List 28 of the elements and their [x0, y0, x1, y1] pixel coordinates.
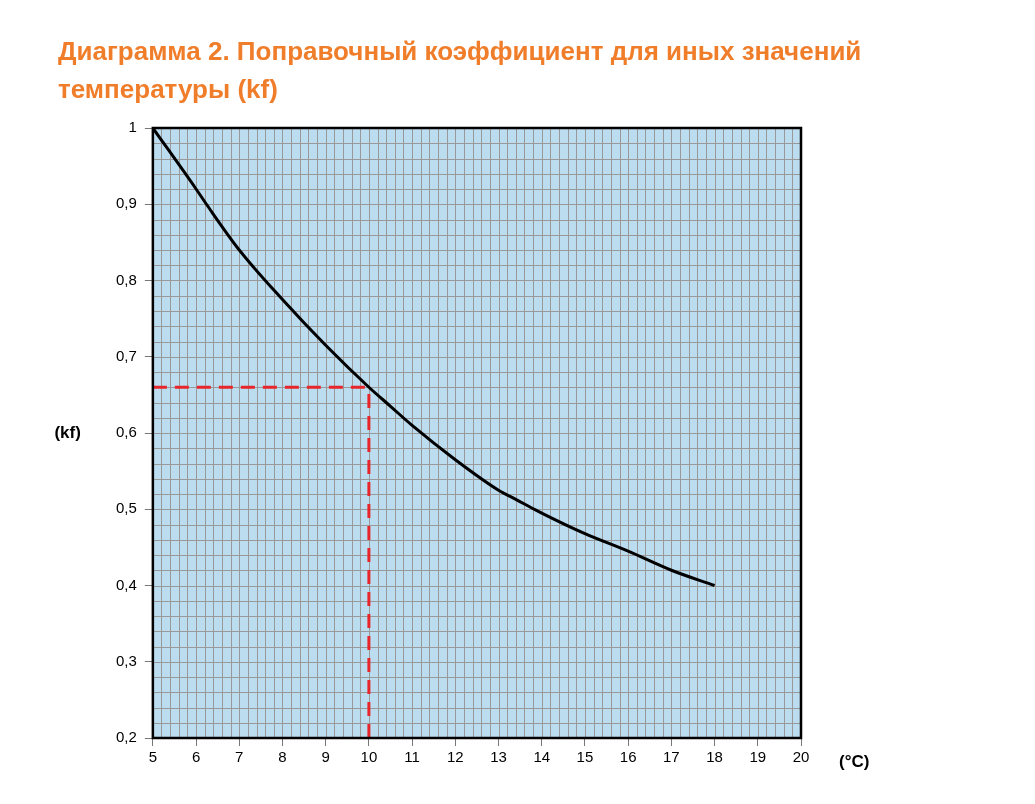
y-tick-label: 1 — [128, 118, 137, 136]
x-tick-label: 5 — [148, 748, 158, 766]
x-axis-title: (°C) — [839, 751, 870, 771]
x-tick-label: 16 — [619, 748, 637, 766]
x-tick-label: 14 — [533, 748, 551, 766]
y-tick-label: 0,5 — [115, 499, 137, 517]
x-tick-label: 15 — [576, 748, 594, 766]
x-tick-label: 13 — [490, 748, 507, 766]
x-tick-label: 11 — [404, 748, 420, 766]
x-tick-label: 19 — [749, 748, 767, 766]
y-tick-label: 0,6 — [115, 423, 137, 441]
y-tick-label: 0,2 — [115, 728, 137, 746]
x-tick-label: 7 — [235, 748, 244, 766]
x-tick-label: 20 — [792, 748, 810, 766]
x-tick-label: 12 — [446, 748, 464, 766]
x-tick-label: 18 — [706, 748, 723, 766]
x-tick-label: 8 — [278, 748, 287, 766]
x-tick-label: 10 — [360, 748, 378, 766]
y-axis-title: (kf) — [54, 422, 81, 442]
y-tick-label: 0,8 — [115, 270, 137, 288]
chart-title: Диаграмма 2. Поправочный коэффициент для иных значений температуры (kf) — [58, 35, 863, 106]
x-tick-label: 9 — [321, 748, 330, 766]
x-tick-label: 17 — [663, 748, 680, 766]
y-tick-label: 0,7 — [115, 346, 137, 364]
x-tick-label: 6 — [191, 748, 201, 766]
y-tick-label: 0,3 — [115, 651, 137, 669]
y-tick-label: 0,9 — [115, 194, 137, 212]
y-tick-label: 0,4 — [115, 575, 137, 593]
